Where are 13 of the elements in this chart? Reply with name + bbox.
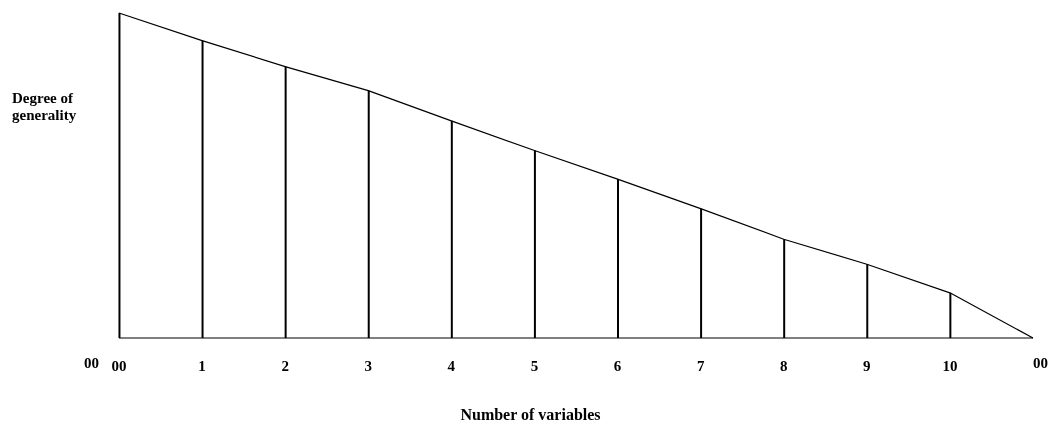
x-tick-label: 2 [281,357,289,374]
x-tick-label: 3 [364,357,373,374]
y-axis-title: Degree of generality [12,90,78,124]
x-tick-label: 10 [942,357,958,374]
x-tick-label: 8 [779,357,788,374]
x-tick-label: 4 [447,357,456,374]
x-axis-title: Number of variables [459,406,602,424]
x-tick-label: 7 [696,357,705,374]
x-tick-label: 00 [111,357,127,374]
x-tick-label: 5 [530,357,539,374]
x-tick-label: 9 [863,357,871,374]
x-tick-label: 6 [613,357,622,374]
x-tick-label: 1 [198,357,206,374]
